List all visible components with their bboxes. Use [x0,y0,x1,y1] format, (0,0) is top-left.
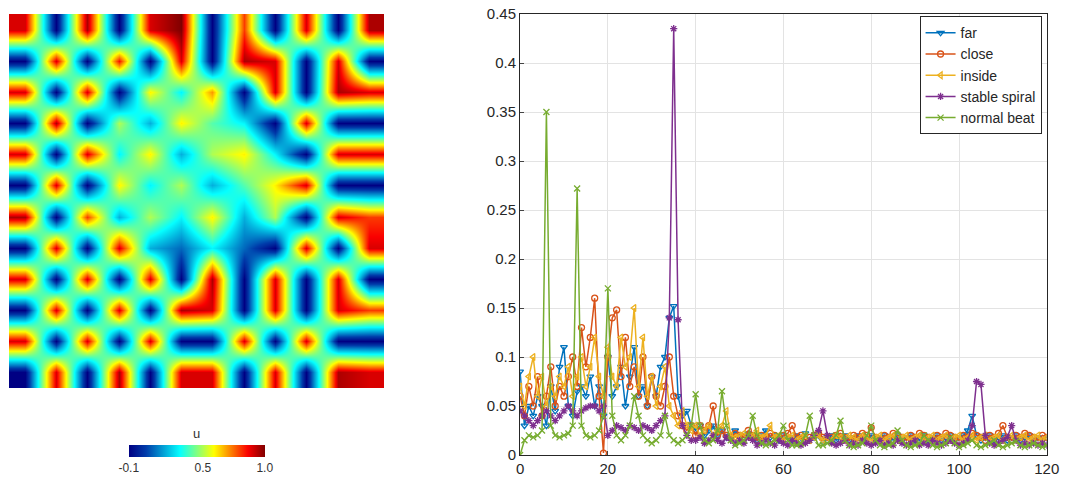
svg-text:120: 120 [1034,460,1059,477]
svg-text:0.5: 0.5 [195,461,212,475]
svg-text:close: close [961,46,994,62]
svg-text:stable spiral: stable spiral [961,89,1036,105]
svg-text:0.15: 0.15 [487,299,516,316]
svg-text:60: 60 [775,460,792,477]
svg-text:0.45: 0.45 [487,5,516,22]
svg-text:inside: inside [961,68,998,84]
svg-text:-0.1: -0.1 [118,461,139,475]
svg-text:0.3: 0.3 [495,152,516,169]
svg-text:0.05: 0.05 [487,397,516,414]
svg-text:0.4: 0.4 [495,54,516,71]
svg-text:u: u [193,426,200,441]
svg-text:0.2: 0.2 [495,250,516,267]
svg-text:0.1: 0.1 [495,348,516,365]
svg-text:40: 40 [687,460,704,477]
svg-text:0.35: 0.35 [487,103,516,120]
svg-text:normal beat: normal beat [961,110,1035,126]
svg-text:80: 80 [863,460,880,477]
svg-text:0.25: 0.25 [487,201,516,218]
svg-text:far: far [961,25,978,41]
svg-text:20: 20 [600,460,617,477]
svg-text:100: 100 [946,460,971,477]
svg-text:1.0: 1.0 [256,461,273,475]
svg-text:0: 0 [516,460,524,477]
svg-text:0: 0 [508,446,516,463]
